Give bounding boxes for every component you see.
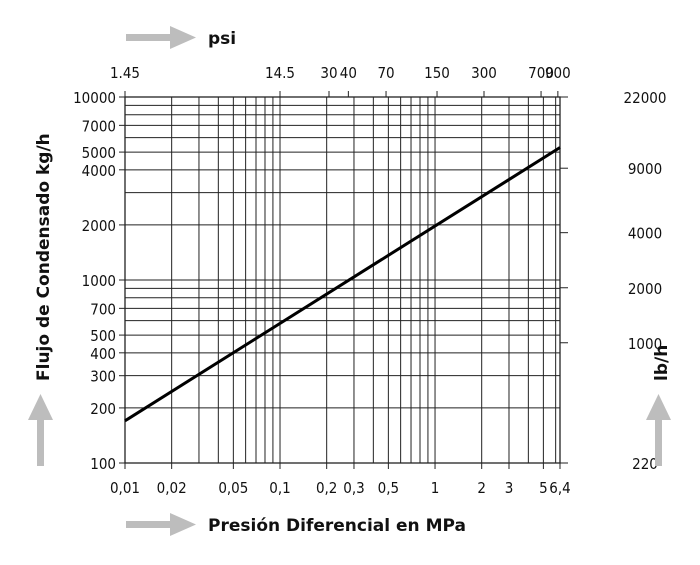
y-tick-label-10: 7000	[82, 117, 116, 135]
psi-arrow-icon	[126, 26, 196, 49]
y-tick-label-11: 10000	[73, 89, 116, 107]
y2-tick-label-0: 220	[632, 455, 658, 473]
x2-tick-label-6: 300	[471, 64, 497, 82]
y-tick-label-1: 200	[90, 400, 116, 418]
series-layer	[124, 146, 561, 423]
x-tick-label-6: 0,5	[378, 479, 399, 497]
x2-tick-label-7: 700	[528, 64, 554, 82]
x2-tick-label-3: 40	[340, 64, 357, 82]
x-tick-label-3: 0,1	[269, 479, 290, 497]
x-tick-label-2: 0,05	[218, 479, 248, 497]
lbh-arrow-icon	[646, 394, 671, 466]
y-tick-label-4: 500	[90, 327, 116, 345]
y2-tick-label-2: 2000	[628, 280, 662, 298]
grid-lines	[124, 96, 561, 464]
tick-marks	[119, 91, 568, 469]
x-tick-label-5: 0,3	[343, 479, 364, 497]
tick-labels: 0,01 0,02 0,05 0,1 0,2 0,3 0,5 1 2 3 5 6,4 1.45 14.5 3…	[73, 64, 666, 497]
x-axis-title: Presión Diferencial en MPa	[208, 516, 466, 536]
x-tick-label-7: 1	[431, 479, 440, 497]
x-tick-label-11: 6,4	[549, 479, 570, 497]
x-tick-label-1: 0,02	[157, 479, 187, 497]
y-tick-label-6: 1000	[82, 272, 116, 290]
mpa-arrow-icon	[126, 513, 196, 536]
x-tick-label-10: 5	[539, 479, 548, 497]
x-tick-label-9: 3	[505, 479, 514, 497]
x2-tick-label-0: 1.45	[110, 64, 140, 82]
y2-tick-label-1: 1000	[628, 335, 662, 353]
x2-axis-title: psi	[208, 29, 236, 49]
y2-tick-label-5: 22000	[624, 89, 667, 107]
y-tick-label-0: 100	[90, 455, 116, 473]
y2-axis-title: lb/h	[652, 345, 672, 381]
x-tick-label-8: 2	[477, 479, 486, 497]
x2-tick-label-8: 900	[545, 64, 571, 82]
x2-tick-label-1: 14.5	[265, 64, 295, 82]
y-tick-label-5: 700	[90, 300, 116, 318]
kgh-arrow-icon	[28, 394, 53, 466]
x-tick-label-0: 0,01	[110, 479, 140, 497]
y-tick-label-7: 2000	[82, 217, 116, 235]
y2-tick-label-3: 4000	[628, 225, 662, 243]
y2-tick-label-4: 9000	[628, 160, 662, 178]
series-line-0	[124, 146, 561, 423]
y-tick-label-3: 400	[90, 345, 116, 363]
x-tick-label-4: 0,2	[316, 479, 337, 497]
y-axis-title: Flujo de Condensado kg/h	[34, 133, 54, 381]
y-tick-label-8: 4000	[82, 162, 116, 180]
x2-tick-label-2: 30	[320, 64, 337, 82]
y-tick-label-2: 300	[90, 368, 116, 386]
x2-tick-label-5: 150	[424, 64, 450, 82]
y-tick-label-9: 5000	[82, 144, 116, 162]
x2-tick-label-4: 70	[377, 64, 394, 82]
